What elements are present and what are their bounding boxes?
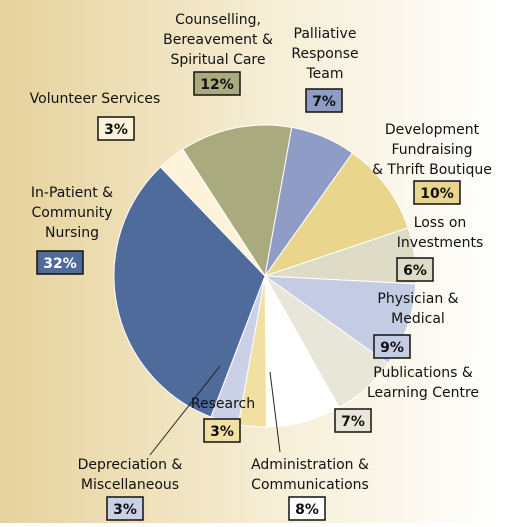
- value-label: 6%: [403, 263, 427, 279]
- pie-slice: [263, 152, 409, 277]
- slice-label: Research: [191, 396, 255, 412]
- value-label-box: [396, 257, 434, 282]
- slice-label: Loss on Investments: [397, 215, 484, 251]
- value-label: 3%: [210, 424, 234, 440]
- slice-label: Physician & Medical: [377, 291, 458, 327]
- value-label-box: [36, 250, 84, 275]
- leader-line: [149, 365, 221, 456]
- value-label: 9%: [380, 340, 404, 356]
- value-label-box: [413, 180, 461, 205]
- slice-label: Publications & Learning Centre: [367, 365, 479, 401]
- value-label-box: [305, 88, 343, 113]
- pie-slice: [182, 124, 293, 278]
- value-label-box: [288, 496, 326, 521]
- value-label-box: [334, 408, 372, 433]
- pie-slice: [159, 148, 266, 277]
- value-label: 32%: [43, 256, 77, 272]
- pie-slice: [113, 166, 266, 418]
- slice-label: Development Fundraising & Thrift Boutique: [372, 122, 492, 178]
- slice-label: Administration & Communications: [251, 457, 369, 493]
- value-label: 8%: [295, 502, 319, 518]
- slice-label: Palliative Response Team: [291, 26, 358, 82]
- slice-label: Depreciation & Miscellaneous: [78, 457, 183, 493]
- value-label: 7%: [341, 414, 365, 430]
- pie: [113, 124, 417, 428]
- slice-label: In-Patient & Community Nursing: [31, 185, 113, 241]
- value-label-box: [203, 418, 241, 443]
- value-label: 3%: [113, 502, 137, 518]
- value-label-box: [97, 116, 135, 141]
- slice-label: Volunteer Services: [30, 91, 161, 107]
- value-label: 7%: [312, 94, 336, 110]
- value-label: 3%: [104, 122, 128, 138]
- value-label-box: [193, 71, 241, 96]
- value-label: 12%: [200, 77, 234, 93]
- value-label: 10%: [420, 186, 454, 202]
- leader-line: [269, 371, 281, 453]
- value-label-box: [106, 496, 144, 521]
- slice-label: Counselling, Bereavement & Spiritual Care: [163, 12, 273, 68]
- value-label-box: [373, 334, 411, 359]
